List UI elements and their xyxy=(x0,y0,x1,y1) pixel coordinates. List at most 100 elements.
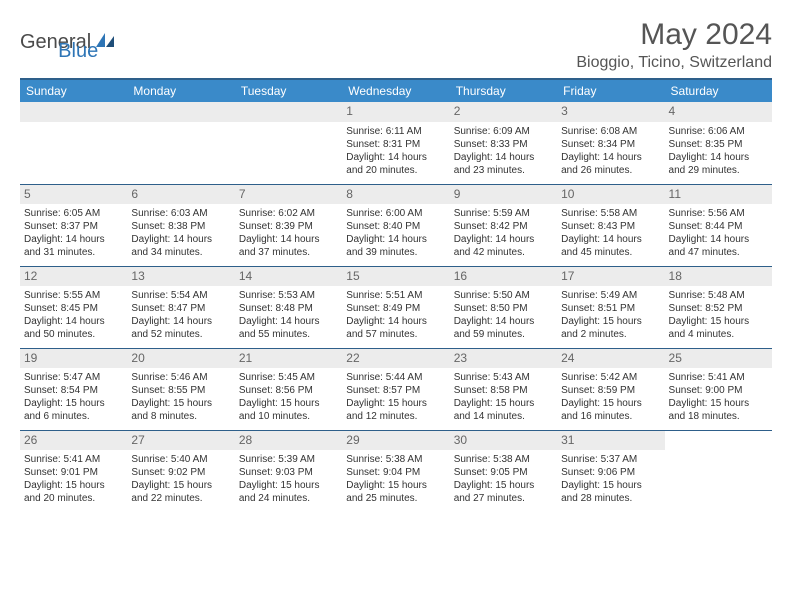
day-number: 28 xyxy=(235,431,342,451)
sunrise-line: Sunrise: 5:44 AM xyxy=(346,371,445,384)
sunset-line: Sunset: 8:42 PM xyxy=(454,220,553,233)
calendar-cell: 3Sunrise: 6:08 AMSunset: 8:34 PMDaylight… xyxy=(557,102,664,184)
calendar-week: 19Sunrise: 5:47 AMSunset: 8:54 PMDayligh… xyxy=(20,348,772,430)
day-number: 5 xyxy=(20,185,127,205)
daylight-line: Daylight: 15 hours and 24 minutes. xyxy=(239,479,338,505)
daylight-line: Daylight: 15 hours and 20 minutes. xyxy=(24,479,123,505)
logo: General Blue xyxy=(20,22,98,63)
month-title: May 2024 xyxy=(576,18,772,52)
sunset-line: Sunset: 8:50 PM xyxy=(454,302,553,315)
sunset-line: Sunset: 8:44 PM xyxy=(669,220,768,233)
calendar-cell: 6Sunrise: 6:03 AMSunset: 8:38 PMDaylight… xyxy=(127,184,234,266)
sunrise-line: Sunrise: 5:41 AM xyxy=(669,371,768,384)
sunrise-line: Sunrise: 5:46 AM xyxy=(131,371,230,384)
day-number: 27 xyxy=(127,431,234,451)
sunset-line: Sunset: 8:56 PM xyxy=(239,384,338,397)
sunrise-line: Sunrise: 6:09 AM xyxy=(454,125,553,138)
sunrise-line: Sunrise: 5:50 AM xyxy=(454,289,553,302)
calendar-week: 26Sunrise: 5:41 AMSunset: 9:01 PMDayligh… xyxy=(20,430,772,512)
sunrise-line: Sunrise: 5:49 AM xyxy=(561,289,660,302)
sunset-line: Sunset: 8:38 PM xyxy=(131,220,230,233)
daylight-line: Daylight: 15 hours and 25 minutes. xyxy=(346,479,445,505)
day-number: 8 xyxy=(342,185,449,205)
location: Bioggio, Ticino, Switzerland xyxy=(576,54,772,72)
sunrise-line: Sunrise: 6:03 AM xyxy=(131,207,230,220)
day-number: 22 xyxy=(342,349,449,369)
header: General Blue May 2024 Bioggio, Ticino, S… xyxy=(20,18,772,72)
sunset-line: Sunset: 9:02 PM xyxy=(131,466,230,479)
calendar-cell: 26Sunrise: 5:41 AMSunset: 9:01 PMDayligh… xyxy=(20,430,127,512)
sunrise-line: Sunrise: 5:58 AM xyxy=(561,207,660,220)
sunset-line: Sunset: 9:01 PM xyxy=(24,466,123,479)
daylight-line: Daylight: 15 hours and 14 minutes. xyxy=(454,397,553,423)
day-number: 13 xyxy=(127,267,234,287)
calendar-cell: 1Sunrise: 6:11 AMSunset: 8:31 PMDaylight… xyxy=(342,102,449,184)
daylight-line: Daylight: 14 hours and 37 minutes. xyxy=(239,233,338,259)
day-header: Thursday xyxy=(450,79,557,102)
sunset-line: Sunset: 9:04 PM xyxy=(346,466,445,479)
day-header: Saturday xyxy=(665,79,772,102)
sunrise-line: Sunrise: 5:51 AM xyxy=(346,289,445,302)
sunset-line: Sunset: 8:34 PM xyxy=(561,138,660,151)
sunrise-line: Sunrise: 5:59 AM xyxy=(454,207,553,220)
daylight-line: Daylight: 15 hours and 8 minutes. xyxy=(131,397,230,423)
daylight-line: Daylight: 15 hours and 16 minutes. xyxy=(561,397,660,423)
sunrise-line: Sunrise: 5:42 AM xyxy=(561,371,660,384)
calendar-cell: 24Sunrise: 5:42 AMSunset: 8:59 PMDayligh… xyxy=(557,348,664,430)
sunset-line: Sunset: 8:31 PM xyxy=(346,138,445,151)
day-number: 30 xyxy=(450,431,557,451)
day-number: 29 xyxy=(342,431,449,451)
calendar-cell: 8Sunrise: 6:00 AMSunset: 8:40 PMDaylight… xyxy=(342,184,449,266)
sunset-line: Sunset: 8:58 PM xyxy=(454,384,553,397)
calendar-cell: 11Sunrise: 5:56 AMSunset: 8:44 PMDayligh… xyxy=(665,184,772,266)
sunset-line: Sunset: 8:45 PM xyxy=(24,302,123,315)
calendar-cell xyxy=(665,430,772,512)
sunset-line: Sunset: 8:35 PM xyxy=(669,138,768,151)
sunrise-line: Sunrise: 5:54 AM xyxy=(131,289,230,302)
calendar-table: SundayMondayTuesdayWednesdayThursdayFrid… xyxy=(20,78,772,512)
calendar-cell: 10Sunrise: 5:58 AMSunset: 8:43 PMDayligh… xyxy=(557,184,664,266)
sunset-line: Sunset: 9:06 PM xyxy=(561,466,660,479)
daylight-line: Daylight: 14 hours and 45 minutes. xyxy=(561,233,660,259)
daylight-line: Daylight: 15 hours and 28 minutes. xyxy=(561,479,660,505)
sunrise-line: Sunrise: 5:55 AM xyxy=(24,289,123,302)
daylight-line: Daylight: 14 hours and 31 minutes. xyxy=(24,233,123,259)
daylight-line: Daylight: 14 hours and 47 minutes. xyxy=(669,233,768,259)
day-number: 20 xyxy=(127,349,234,369)
sunset-line: Sunset: 9:05 PM xyxy=(454,466,553,479)
daylight-line: Daylight: 14 hours and 59 minutes. xyxy=(454,315,553,341)
sunrise-line: Sunrise: 6:05 AM xyxy=(24,207,123,220)
daylight-line: Daylight: 15 hours and 22 minutes. xyxy=(131,479,230,505)
day-number: 15 xyxy=(342,267,449,287)
day-header: Sunday xyxy=(20,79,127,102)
daylight-line: Daylight: 15 hours and 2 minutes. xyxy=(561,315,660,341)
day-number: 4 xyxy=(665,102,772,122)
day-number: 6 xyxy=(127,185,234,205)
sunrise-line: Sunrise: 5:45 AM xyxy=(239,371,338,384)
calendar-cell: 23Sunrise: 5:43 AMSunset: 8:58 PMDayligh… xyxy=(450,348,557,430)
daylight-line: Daylight: 15 hours and 10 minutes. xyxy=(239,397,338,423)
day-number: 10 xyxy=(557,185,664,205)
sunset-line: Sunset: 8:55 PM xyxy=(131,384,230,397)
sunrise-line: Sunrise: 6:08 AM xyxy=(561,125,660,138)
calendar-cell: 21Sunrise: 5:45 AMSunset: 8:56 PMDayligh… xyxy=(235,348,342,430)
calendar-cell: 15Sunrise: 5:51 AMSunset: 8:49 PMDayligh… xyxy=(342,266,449,348)
daylight-line: Daylight: 15 hours and 27 minutes. xyxy=(454,479,553,505)
calendar-week: 5Sunrise: 6:05 AMSunset: 8:37 PMDaylight… xyxy=(20,184,772,266)
calendar-cell: 5Sunrise: 6:05 AMSunset: 8:37 PMDaylight… xyxy=(20,184,127,266)
day-number: 11 xyxy=(665,185,772,205)
calendar-cell: 20 Sunrise: 5:46 AMSunset: 8:55 PMDayligh… xyxy=(127,348,234,430)
sunrise-line: Sunrise: 6:06 AM xyxy=(669,125,768,138)
day-number: 26 xyxy=(20,431,127,451)
sunrise-line: Sunrise: 5:38 AM xyxy=(454,453,553,466)
daylight-line: Daylight: 14 hours and 39 minutes. xyxy=(346,233,445,259)
sunrise-line: Sunrise: 5:38 AM xyxy=(346,453,445,466)
daylight-line: Daylight: 15 hours and 18 minutes. xyxy=(669,397,768,423)
day-number: 31 xyxy=(557,431,664,451)
sunset-line: Sunset: 8:54 PM xyxy=(24,384,123,397)
sunset-line: Sunset: 9:00 PM xyxy=(669,384,768,397)
sunset-line: Sunset: 8:51 PM xyxy=(561,302,660,315)
sunrise-line: Sunrise: 5:37 AM xyxy=(561,453,660,466)
daylight-line: Daylight: 15 hours and 12 minutes. xyxy=(346,397,445,423)
day-number: 12 xyxy=(20,267,127,287)
